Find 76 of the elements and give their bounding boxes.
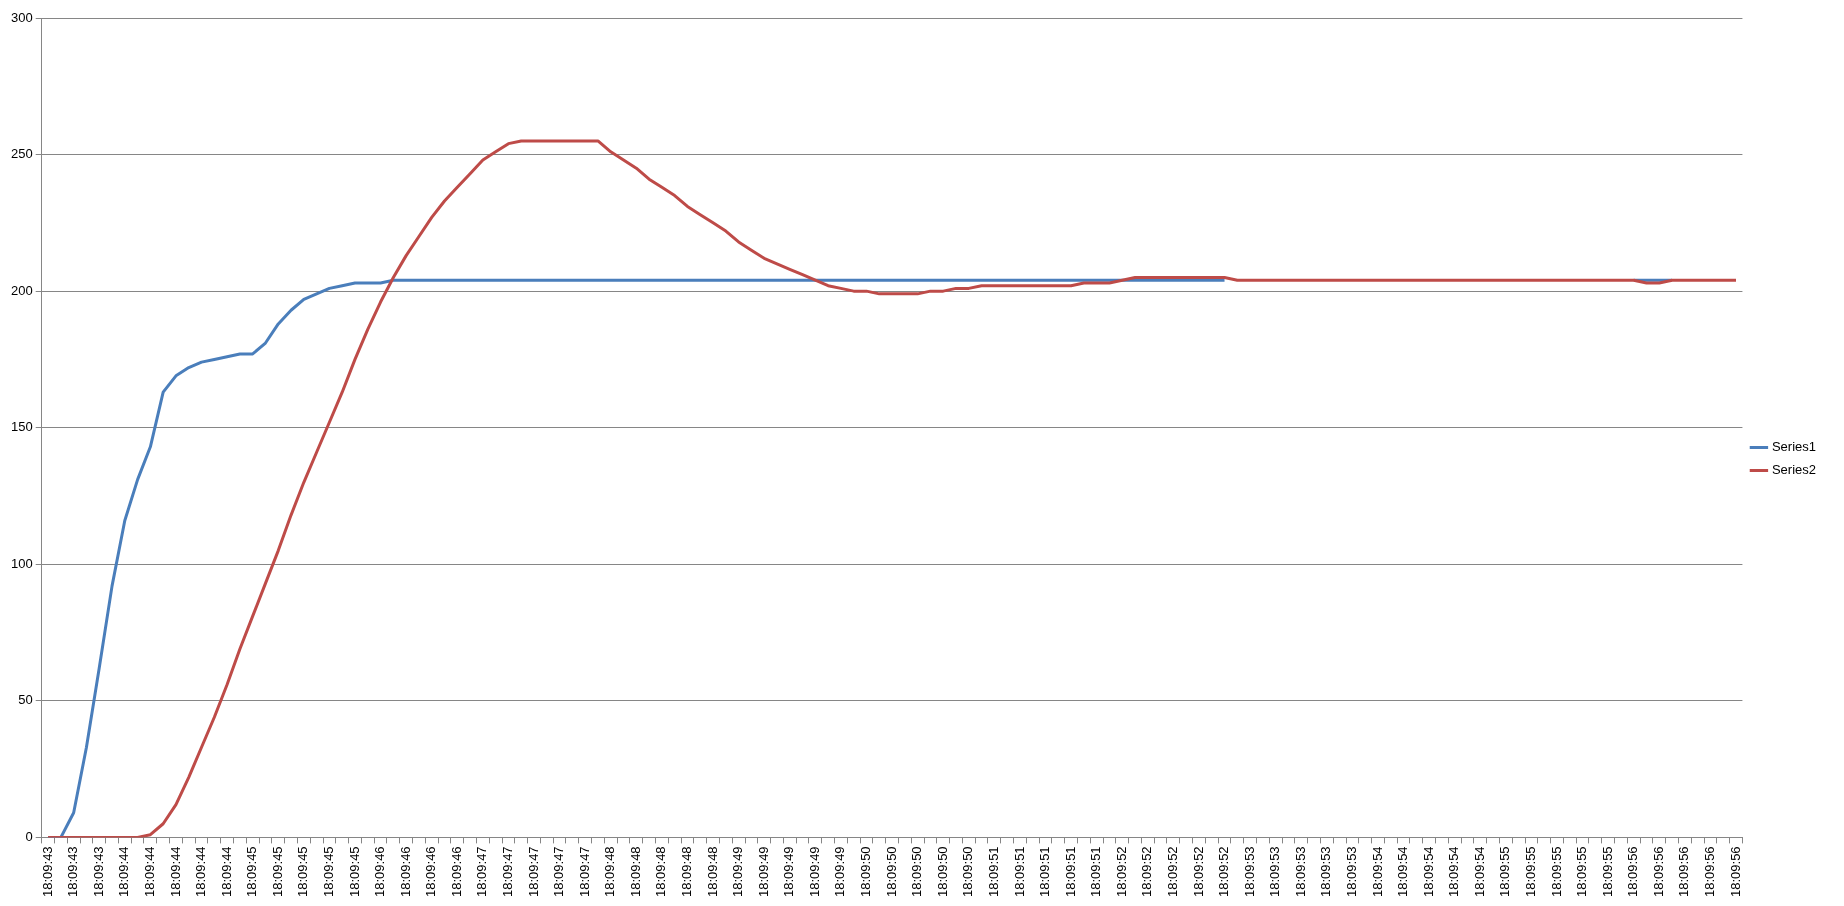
x-tick-label: 18:09:45 [320,846,336,898]
x-tick-label: 18:09:54 [1369,846,1385,898]
x-tick-label: 18:09:54 [1420,846,1436,898]
x-tick-label: 18:09:49 [781,846,797,898]
x-tick-label: 18:09:51 [1037,846,1053,898]
x-tick-label: 18:09:46 [448,846,464,898]
x-tick-label: 18:09:47 [500,846,516,898]
x-tick-label: 18:09:53 [1318,846,1334,898]
x-tick-label: 18:09:43 [39,846,55,898]
y-tick-label: 50 [18,692,33,708]
y-tick-label: 250 [10,146,33,162]
legend-label: Series1 [1771,439,1816,455]
x-tick-label: 18:09:43 [90,846,106,898]
x-tick-label: 18:09:53 [1267,846,1283,898]
x-tick-label: 18:09:48 [627,846,643,898]
x-tick-label: 18:09:54 [1395,846,1411,898]
y-tick-label: 300 [10,9,33,25]
x-tick-label: 18:09:51 [985,846,1001,898]
x-tick-label: 18:09:52 [1216,846,1232,898]
x-tick-label: 18:09:45 [244,846,260,898]
x-tick-label: 18:09:48 [602,846,618,898]
x-tick-label: 18:09:49 [832,846,848,898]
x-tick-label: 18:09:52 [1164,846,1180,898]
x-tick-label: 18:09:49 [730,846,746,898]
x-tick-label: 18:09:49 [806,846,822,898]
x-tick-label: 18:09:50 [934,846,950,898]
x-tick-label: 18:09:44 [218,846,234,898]
x-tick-label: 18:09:44 [167,846,183,898]
x-tick-label: 18:09:56 [1650,846,1666,898]
x-tick-label: 18:09:56 [1676,846,1692,898]
x-tick-label: 18:09:43 [65,846,81,898]
x-tick-label: 18:09:50 [858,846,874,898]
x-tick-label: 18:09:45 [269,846,285,898]
x-tick-label: 18:09:53 [1343,846,1359,898]
x-tick-label: 18:09:45 [295,846,311,898]
x-tick-label: 18:09:55 [1548,846,1564,898]
x-tick-label: 18:09:47 [551,846,567,898]
x-tick-label: 18:09:55 [1497,846,1513,898]
x-tick-label: 18:09:50 [909,846,925,898]
x-tick-label: 18:09:44 [193,846,209,898]
legend-label: Series2 [1771,462,1816,478]
x-tick-label: 18:09:48 [679,846,695,898]
x-tick-label: 18:09:47 [576,846,592,898]
x-tick-label: 18:09:53 [1241,846,1257,898]
x-tick-label: 18:09:48 [704,846,720,898]
x-tick-label: 18:09:56 [1727,846,1743,898]
x-tick-label: 18:09:48 [653,846,669,898]
x-tick-label: 18:09:44 [116,846,132,898]
y-tick-label: 150 [10,419,33,435]
x-tick-label: 18:09:46 [372,846,388,898]
x-tick-label: 18:09:54 [1446,846,1462,898]
x-tick-label: 18:09:55 [1574,846,1590,898]
x-tick-label: 18:09:44 [141,846,157,898]
x-tick-label: 18:09:55 [1523,846,1539,898]
x-tick-label: 18:09:50 [960,846,976,898]
x-tick-label: 18:09:54 [1471,846,1487,898]
x-tick-label: 18:09:47 [474,846,490,898]
x-tick-label: 18:09:45 [346,846,362,898]
y-tick-label: 100 [10,555,33,571]
x-tick-label: 18:09:52 [1190,846,1206,898]
x-tick-label: 18:09:47 [525,846,541,898]
x-tick-label: 18:09:51 [1088,846,1104,898]
x-tick-label: 18:09:52 [1113,846,1129,898]
x-tick-label: 18:09:56 [1625,846,1641,898]
x-tick-label: 18:09:53 [1292,846,1308,898]
x-tick-label: 18:09:52 [1139,846,1155,898]
x-tick-label: 18:09:46 [423,846,439,898]
x-tick-label: 18:09:50 [883,846,899,898]
y-tick-label: 200 [10,282,33,298]
x-tick-label: 18:09:51 [1062,846,1078,898]
x-tick-label: 18:09:46 [397,846,413,898]
y-tick-label: 0 [25,828,33,844]
x-tick-label: 18:09:56 [1702,846,1718,898]
x-tick-label: 18:09:51 [1011,846,1027,898]
x-tick-label: 18:09:49 [755,846,771,898]
x-tick-label: 18:09:55 [1599,846,1615,898]
